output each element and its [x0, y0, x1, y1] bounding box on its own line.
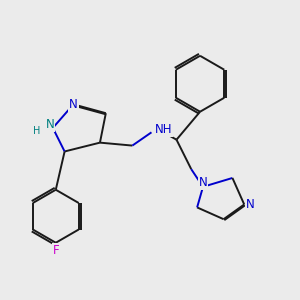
- Text: H: H: [33, 126, 40, 136]
- Text: NH: NH: [154, 123, 172, 136]
- Text: F: F: [52, 244, 59, 256]
- Text: N: N: [69, 98, 78, 111]
- Text: N: N: [46, 118, 54, 131]
- Text: N: N: [199, 176, 207, 189]
- Text: N: N: [246, 198, 254, 211]
